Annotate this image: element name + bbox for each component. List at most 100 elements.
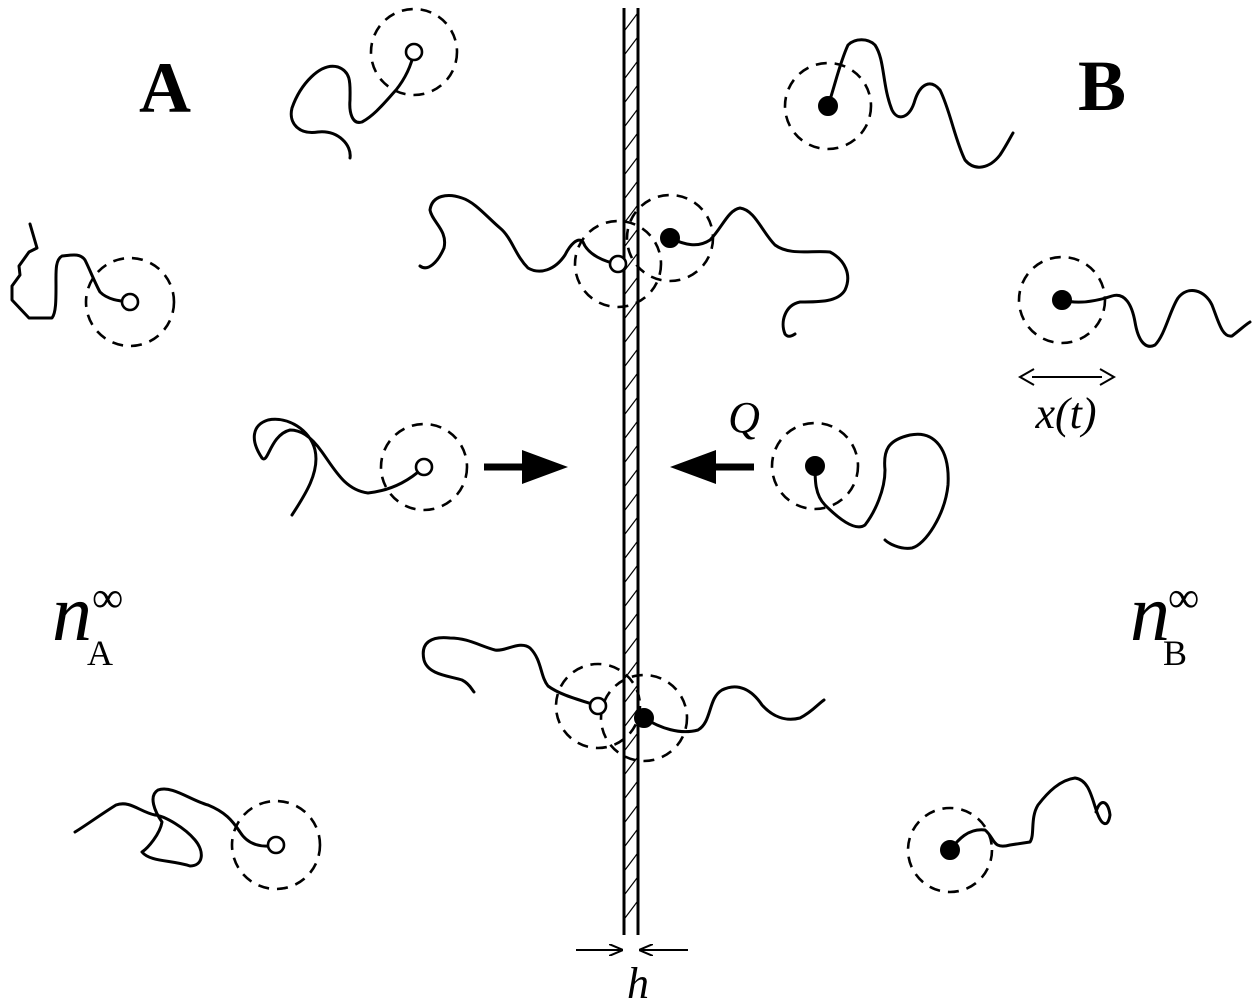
- interface-lower-b-bead: [634, 708, 654, 728]
- chain-b-bottom: [906, 776, 1112, 894]
- interface-lower-b-strand: [642, 685, 826, 734]
- chain-b-middle: [770, 421, 950, 550]
- chain-a-bottom-bead: [266, 835, 286, 855]
- hatch-line: [624, 445, 638, 463]
- thickness-label: h: [627, 959, 649, 1007]
- chain-a-middle-strand: [252, 417, 426, 517]
- flux-arrow-from-a: [484, 450, 568, 484]
- chain-b-middle-strand: [813, 432, 950, 550]
- hatch-line: [624, 421, 638, 439]
- hatch-line: [624, 901, 638, 919]
- chain-b-bottom-halo: [906, 806, 994, 894]
- wall-hatching: [624, 13, 638, 919]
- hatch-line: [624, 61, 638, 79]
- chain-a-middle: [252, 417, 469, 517]
- n-a-subscript: A: [87, 633, 113, 673]
- hatch-line: [624, 685, 638, 703]
- hatch-line: [624, 877, 638, 895]
- hatch-line: [624, 157, 638, 175]
- interface-upper-b-strand: [668, 206, 850, 338]
- interface-pair-lower: [421, 636, 826, 763]
- n-a-symbol: n: [52, 570, 92, 658]
- hatch-line: [624, 205, 638, 223]
- hatch-line: [624, 85, 638, 103]
- region-a-label: A: [139, 48, 191, 128]
- hatch-line: [624, 853, 638, 871]
- hatch-line: [624, 613, 638, 631]
- hatch-line: [624, 733, 638, 751]
- hatch-line: [624, 301, 638, 319]
- hatch-line: [624, 325, 638, 343]
- chain-b-middle-halo: [770, 421, 860, 511]
- chain-a-bottom: [73, 787, 322, 891]
- chain-b-top: [783, 38, 1015, 169]
- interface-lower-a-bead: [588, 696, 608, 716]
- chain-a-top-halo: [369, 7, 459, 97]
- thickness-marker: h: [576, 950, 688, 1007]
- chain-a-left-bead: [120, 292, 140, 312]
- chain-b-top-halo: [783, 61, 873, 151]
- displacement-arrow-right-head: [1099, 368, 1117, 386]
- chain-b-top-bead: [818, 96, 838, 116]
- hatch-line: [624, 37, 638, 55]
- flux-arrow-b-head: [670, 450, 716, 484]
- interface-lower-a-halo: [554, 662, 642, 750]
- hatch-line: [624, 829, 638, 847]
- hatch-line: [624, 373, 638, 391]
- chain-b-bottom-bead: [940, 840, 960, 860]
- chain-a-middle-bead: [414, 457, 434, 477]
- region-b-label: B: [1078, 46, 1126, 126]
- flux-arrow-a-head: [522, 450, 568, 484]
- chain-b-middle-bead: [805, 456, 825, 476]
- chain-a-left: [10, 222, 176, 348]
- interface-upper-a-bead: [608, 254, 628, 274]
- n-b-subscript: B: [1163, 633, 1187, 673]
- hatch-line: [624, 253, 638, 271]
- displacement-label: x(t): [1034, 389, 1096, 438]
- hatch-line: [624, 349, 638, 367]
- interface-upper-b-halo: [625, 193, 715, 283]
- hatch-line: [624, 541, 638, 559]
- chain-a-left-strand: [10, 222, 132, 320]
- hatch-line: [624, 637, 638, 655]
- hatch-line: [624, 109, 638, 127]
- interface-lower-b-halo: [599, 673, 689, 763]
- interface-upper-b-bead: [660, 228, 680, 248]
- chain-b-right-halo: [1017, 255, 1107, 345]
- interface-wall: [622, 8, 640, 935]
- n-b-symbol: n: [1130, 570, 1170, 658]
- chain-a-top-strand: [289, 50, 416, 160]
- hatch-line: [624, 589, 638, 607]
- hatch-line: [624, 469, 638, 487]
- chain-a-top: [289, 7, 459, 160]
- interface-pair-upper: [418, 193, 850, 338]
- chain-b-right: [1017, 255, 1252, 348]
- hatch-line: [624, 397, 638, 415]
- hatch-line: [624, 709, 638, 727]
- chain-b-right-strand: [1060, 289, 1252, 348]
- hatch-line: [624, 517, 638, 535]
- hatch-line: [624, 133, 638, 151]
- chain-a-bottom-halo: [230, 799, 322, 891]
- flux-label: Q: [728, 393, 760, 442]
- n-a-superscript: ∞: [92, 573, 123, 622]
- chain-b-right-bead: [1052, 290, 1072, 310]
- chain-b-top-strand: [826, 38, 1015, 169]
- hatch-line: [624, 229, 638, 247]
- chain-a-middle-halo: [379, 422, 469, 512]
- hatch-line: [624, 181, 638, 199]
- interface-lower-a-strand: [421, 636, 600, 708]
- interface-upper-a-halo: [573, 219, 663, 309]
- chain-a-left-halo: [84, 256, 176, 348]
- bulk-concentration-a: n ∞ A: [52, 570, 123, 673]
- hatch-line: [624, 565, 638, 583]
- hatch-line: [624, 805, 638, 823]
- displacement-marker: x(t): [1017, 368, 1117, 438]
- bulk-concentration-b: n ∞ B: [1130, 570, 1199, 673]
- hatch-line: [624, 493, 638, 511]
- interface-upper-a-strand: [418, 194, 620, 273]
- flux-arrow-from-b: [670, 450, 754, 484]
- hatch-line: [624, 781, 638, 799]
- hatch-line: [624, 277, 638, 295]
